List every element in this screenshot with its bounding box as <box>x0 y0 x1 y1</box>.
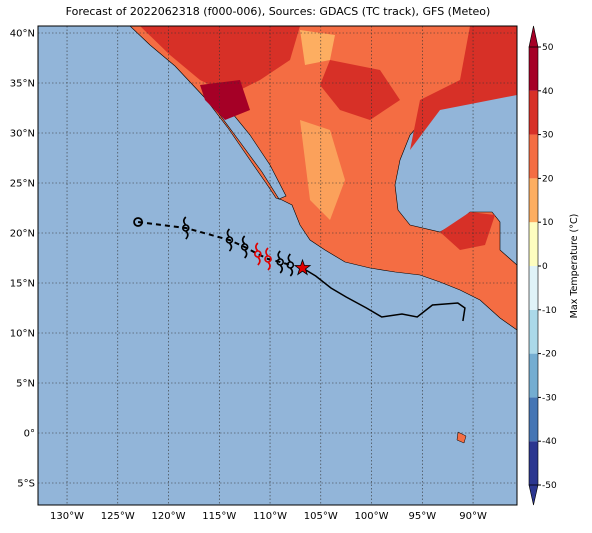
colorbar-tick-label: -10 <box>542 306 557 316</box>
colorbar-tick-label: -40 <box>542 437 557 447</box>
colorbar-segment <box>529 222 538 266</box>
x-tick-label: 105°W <box>304 511 338 522</box>
colorbar-label: Max Temperature (°C) <box>569 214 580 319</box>
colorbar-tick-label: -50 <box>542 481 557 491</box>
current-position <box>293 258 312 276</box>
x-tick-label: 130°W <box>50 511 84 522</box>
hurricane-symbol <box>286 253 295 277</box>
colorbar-extend-bottom <box>528 484 539 506</box>
colorbar-segment <box>529 266 538 310</box>
colorbar-tick-label: 10 <box>542 218 554 228</box>
hurricane-symbol <box>254 242 262 266</box>
x-tick-label: 95°W <box>408 511 436 522</box>
past-track <box>302 267 466 322</box>
y-tick-label: 0° <box>24 429 35 440</box>
y-tick-label: 25°N <box>10 179 35 190</box>
track-point <box>133 217 143 227</box>
y-tick-label: 5°S <box>17 479 35 490</box>
x-tick-label: 120°W <box>152 511 186 522</box>
colorbar-tick-label: 50 <box>542 43 554 53</box>
hurricane-symbol <box>240 235 249 259</box>
x-tick-label: 115°W <box>202 511 236 522</box>
y-tick-label: 5°N <box>16 379 35 390</box>
x-tick-label: 90°W <box>459 511 487 522</box>
colorbar-tick-label: 20 <box>542 174 554 184</box>
colorbar-segment <box>529 397 538 442</box>
colorbar-tick-label: 40 <box>542 87 554 97</box>
colorbar-tick-label: -20 <box>542 350 557 360</box>
hurricane-symbol <box>225 228 234 252</box>
plot-frame <box>37 25 518 506</box>
y-tick-label: 10°N <box>10 329 35 340</box>
x-tick-label: 100°W <box>355 511 389 522</box>
y-tick-label: 40°N <box>10 29 35 40</box>
colorbar-tick-label: 0 <box>542 262 548 272</box>
colorbar-segment <box>529 441 538 485</box>
colorbar-extend-top <box>528 25 539 48</box>
forecast-track <box>137 221 291 266</box>
colorbar-segment <box>529 178 538 223</box>
x-tick-label: 110°W <box>253 511 287 522</box>
colorbar-tick-label: 30 <box>542 131 554 141</box>
hurricane-symbol <box>264 247 272 271</box>
y-tick-label: 30°N <box>10 129 35 140</box>
hurricane-symbol <box>276 250 284 274</box>
colorbar-tick-label: -30 <box>542 393 557 403</box>
x-tick-label: 125°W <box>101 511 135 522</box>
y-tick-label: 35°N <box>10 79 35 90</box>
colorbar-segment <box>529 353 538 398</box>
y-tick-label: 15°N <box>10 279 35 290</box>
colorbar-segment <box>529 134 538 179</box>
hurricane-symbol <box>181 216 190 240</box>
colorbar-segment <box>529 47 538 91</box>
colorbar-segment <box>529 90 538 135</box>
y-tick-label: 20°N <box>10 229 35 240</box>
colorbar-segment <box>529 309 538 354</box>
map-title: Forecast of 2022062318 (f000-006), Sourc… <box>66 5 491 18</box>
land <box>129 26 517 444</box>
